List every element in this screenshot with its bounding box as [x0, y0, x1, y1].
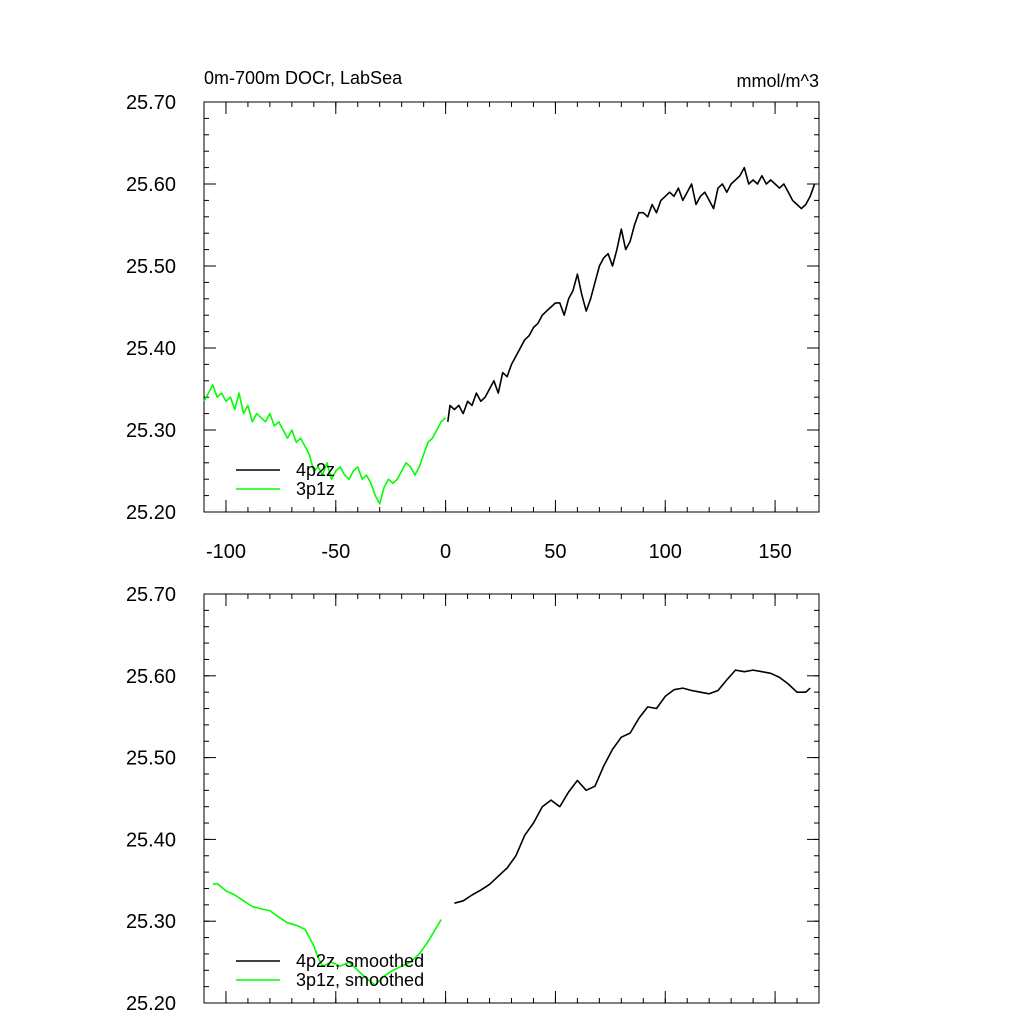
x-tick-label: -50	[321, 541, 350, 563]
legend-label: 4p2z	[296, 460, 335, 480]
y-tick-label: 25.40	[126, 338, 176, 360]
series-line-4p2z	[447, 166, 816, 422]
series-line-3p1z-smoothed	[212, 882, 442, 986]
y-tick-label: 25.70	[126, 584, 176, 606]
panel-2: 25.20 25.30 25.40 25.50 25.60 25.70 4p2z, smoo…	[126, 584, 820, 1015]
legend-label: 3p1z, smoothed	[296, 970, 424, 990]
x-tick-label: 100	[649, 541, 682, 563]
y-tick-label: 25.60	[126, 174, 176, 196]
series-line-4p2z-smoothed	[454, 669, 811, 904]
x-tick-label: 150	[758, 541, 791, 563]
y-tick-label: 25.30	[126, 911, 176, 933]
y-tick-label: 25.20	[126, 502, 176, 524]
units-label: mmol/m^3	[737, 71, 819, 91]
legend-label: 4p2z, smoothed	[296, 951, 424, 971]
plot-frame	[203, 101, 820, 513]
y-tick-label: 25.50	[126, 748, 176, 770]
plot-frame	[203, 593, 820, 1004]
y-tick-label: 25.50	[126, 256, 176, 278]
y-tick-label: 25.30	[126, 420, 176, 442]
y-tick-label: 25.40	[126, 829, 176, 851]
legend-label: 3p1z	[296, 479, 335, 499]
x-tick-label: -100	[206, 541, 246, 563]
chart-title: 0m-700m DOCr, LabSea	[204, 68, 403, 88]
series-line-3p1z	[203, 384, 447, 505]
y-tick-label: 25.60	[126, 666, 176, 688]
x-tick-label: 0	[440, 541, 451, 563]
panel-1: 25.20 25.30 25.40 25.50 25.60 25.70 -100 -50 0 50…	[126, 92, 820, 563]
y-tick-label: 25.70	[126, 92, 176, 114]
x-tick-label: 50	[544, 541, 566, 563]
y-tick-label: 25.20	[126, 993, 176, 1015]
